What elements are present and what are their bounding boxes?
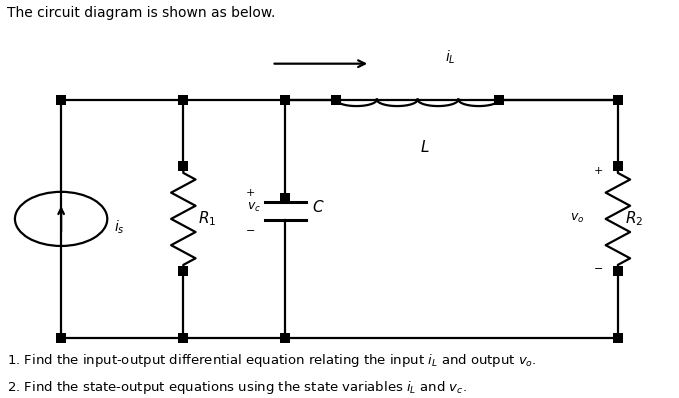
Text: $R_2$: $R_2$ [625, 210, 643, 228]
Text: $v_o$: $v_o$ [570, 213, 584, 225]
Text: $L$: $L$ [420, 139, 429, 155]
Text: The circuit diagram is shown as below.: The circuit diagram is shown as below. [7, 6, 275, 20]
Text: $+$: $+$ [593, 165, 603, 176]
Text: 2. Find the state-output equations using the state variables $i_L$ and $v_c$.: 2. Find the state-output equations using… [7, 379, 466, 396]
Text: $+$: $+$ [245, 187, 255, 198]
Text: $i_L$: $i_L$ [445, 49, 456, 66]
Text: $-$: $-$ [245, 224, 255, 234]
Text: $i_s$: $i_s$ [114, 218, 125, 236]
Text: 1. Find the input-output differential equation relating the input $i_L$ and outp: 1. Find the input-output differential eq… [7, 352, 536, 369]
Text: $-$: $-$ [593, 262, 603, 273]
Text: $v_c$: $v_c$ [247, 201, 261, 213]
Text: $C$: $C$ [312, 199, 325, 215]
Text: $R_1$: $R_1$ [198, 210, 217, 228]
